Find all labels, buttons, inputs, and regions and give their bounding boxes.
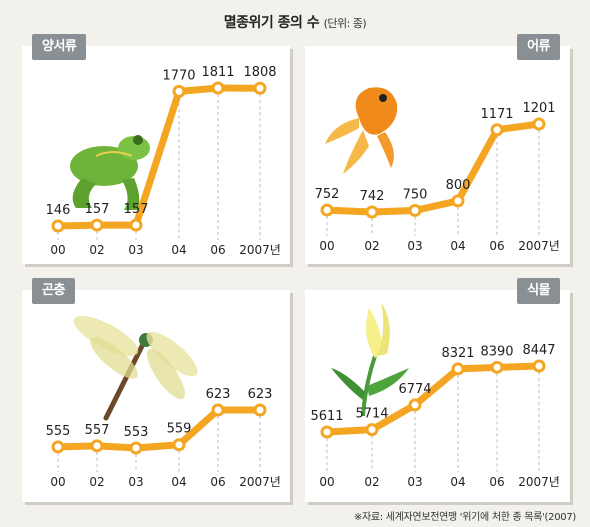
data-point — [172, 84, 186, 98]
x-tick-label: 00 — [319, 475, 334, 489]
data-point — [211, 81, 225, 95]
data-label: 742 — [360, 189, 385, 204]
x-tick-label: 2007년 — [518, 239, 560, 253]
data-label: 750 — [403, 187, 428, 202]
x-tick-label: 00 — [319, 239, 334, 253]
series-line — [54, 406, 264, 452]
data-label: 559 — [167, 422, 192, 437]
x-tick-label: 04 — [171, 243, 186, 257]
data-label: 623 — [248, 387, 273, 402]
unit-note: (단위: 종) — [323, 17, 367, 30]
data-point — [90, 439, 104, 453]
panel-insects: 곤충 555 00 557 02 553 03 559 04 623 06 623 2007년 — [22, 278, 290, 502]
data-label: 6774 — [398, 382, 431, 397]
data-point — [253, 81, 267, 95]
data-label: 1201 — [522, 101, 555, 116]
data-label: 146 — [46, 203, 71, 218]
x-tick-label: 04 — [171, 475, 186, 489]
chart-title: 멸종위기 종의 수 — [223, 15, 320, 31]
panel-title: 곤충 — [32, 278, 75, 304]
x-tick-label: 04 — [450, 239, 465, 253]
x-tick-label: 03 — [407, 239, 422, 253]
data-point — [451, 194, 465, 208]
x-tick-label: 03 — [128, 243, 143, 257]
data-label: 1770 — [162, 68, 195, 83]
panel-plants: 식물 5611 00 5714 02 6774 03 8321 04 8390 06 8447 200… — [305, 278, 570, 502]
data-point — [365, 205, 379, 219]
data-point — [172, 438, 186, 452]
source-note: ※자료: 세계자연보전연맹 '위기에 처한 종 목록'(2007) — [353, 512, 576, 523]
data-label: 800 — [446, 178, 471, 193]
data-point — [490, 360, 504, 374]
x-tick-label: 06 — [210, 243, 225, 257]
data-point — [490, 123, 504, 137]
data-label: 157 — [124, 202, 149, 217]
data-point — [129, 218, 143, 232]
data-point — [532, 359, 546, 373]
x-tick-label: 03 — [407, 475, 422, 489]
data-point — [365, 423, 379, 437]
panel-title: 식물 — [517, 278, 560, 304]
data-label: 553 — [124, 425, 149, 440]
data-point — [51, 440, 65, 454]
data-label: 8447 — [522, 343, 555, 358]
x-tick-label: 00 — [50, 475, 65, 489]
x-tick-label: 06 — [489, 239, 504, 253]
chart-fish: 752 00 742 02 750 03 800 04 1171 06 1201 2007년 — [315, 87, 560, 253]
x-tick-label: 02 — [364, 475, 379, 489]
dragonfly-illustration — [73, 316, 198, 421]
data-point — [211, 403, 225, 417]
data-point — [408, 398, 422, 412]
x-tick-label: 02 — [89, 475, 104, 489]
data-label: 557 — [85, 423, 110, 438]
goldfish-illustration — [325, 87, 398, 174]
x-tick-label: 2007년 — [239, 243, 281, 257]
data-point — [451, 362, 465, 376]
data-point — [129, 441, 143, 455]
x-tick-label: 02 — [364, 239, 379, 253]
data-point — [51, 219, 65, 233]
chart-plants: 5611 00 5714 02 6774 03 8321 04 8390 06 8447 2007년 — [310, 302, 560, 489]
data-label: 555 — [46, 424, 71, 439]
x-tick-label: 2007년 — [518, 475, 560, 489]
data-point — [532, 117, 546, 131]
x-tick-label: 04 — [450, 475, 465, 489]
x-tick-label: 03 — [128, 475, 143, 489]
panel-fish: 어류 752 00 742 02 750 03 800 04 1171 06 1201 2007년 — [305, 34, 570, 264]
x-tick-label: 00 — [50, 243, 65, 257]
data-point — [320, 203, 334, 217]
data-point — [408, 203, 422, 217]
data-label: 1171 — [480, 107, 513, 122]
x-tick-label: 2007년 — [239, 475, 281, 489]
data-label: 5611 — [310, 409, 343, 424]
data-label: 8390 — [480, 344, 513, 359]
lily-illustration — [331, 302, 409, 417]
page-title: 멸종위기 종의 수 (단위: 종) — [0, 12, 590, 32]
data-point — [320, 425, 334, 439]
x-tick-label: 02 — [89, 243, 104, 257]
frog-illustration — [70, 135, 150, 210]
data-point — [90, 218, 104, 232]
x-tick-label: 06 — [489, 475, 504, 489]
data-label: 752 — [315, 187, 340, 202]
data-label: 1808 — [243, 65, 276, 80]
data-label: 1811 — [201, 65, 234, 80]
panel-amphibians: 양서류 146 00 157 02 157 03 1770 04 1811 06 1808 2007년 — [22, 34, 290, 264]
series-line — [54, 84, 264, 230]
data-point — [253, 403, 267, 417]
data-label: 623 — [206, 387, 231, 402]
panel-title: 양서류 — [32, 34, 87, 60]
panel-title: 어류 — [517, 34, 560, 60]
data-label: 157 — [85, 202, 110, 217]
data-label: 5714 — [355, 407, 388, 422]
chart-amphibians: 146 00 157 02 157 03 1770 04 1811 06 1808 2007년 — [46, 65, 281, 257]
data-label: 8321 — [441, 346, 474, 361]
series-line — [323, 120, 543, 216]
x-tick-label: 06 — [210, 475, 225, 489]
chart-insects: 555 00 557 02 553 03 559 04 623 06 623 2007년 — [46, 316, 281, 489]
series-line — [323, 362, 543, 436]
